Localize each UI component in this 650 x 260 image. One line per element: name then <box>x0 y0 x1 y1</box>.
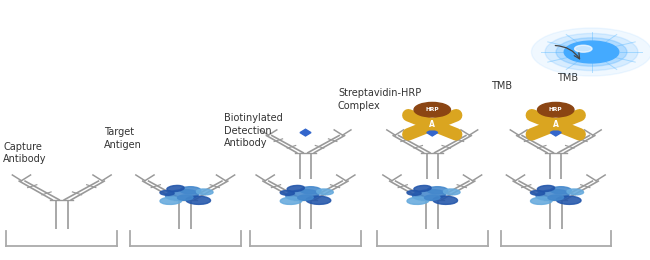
Ellipse shape <box>166 190 198 200</box>
Ellipse shape <box>548 195 564 200</box>
Ellipse shape <box>196 189 213 195</box>
Ellipse shape <box>298 195 313 200</box>
Circle shape <box>538 102 574 117</box>
Text: A: A <box>429 120 436 129</box>
Text: Capture
Antibody: Capture Antibody <box>3 142 47 164</box>
Ellipse shape <box>407 191 421 195</box>
Ellipse shape <box>280 191 294 195</box>
Ellipse shape <box>530 191 545 195</box>
Text: A: A <box>552 120 559 129</box>
FancyBboxPatch shape <box>420 120 445 130</box>
Polygon shape <box>300 129 311 136</box>
Ellipse shape <box>413 190 445 200</box>
Ellipse shape <box>186 196 211 204</box>
Ellipse shape <box>551 187 571 194</box>
Polygon shape <box>427 129 437 136</box>
Ellipse shape <box>177 195 193 200</box>
Ellipse shape <box>180 187 201 194</box>
Ellipse shape <box>300 187 321 194</box>
Circle shape <box>545 34 638 70</box>
Ellipse shape <box>160 197 182 204</box>
Text: TMB: TMB <box>557 73 578 83</box>
Ellipse shape <box>530 197 552 204</box>
Ellipse shape <box>317 189 333 195</box>
Ellipse shape <box>424 195 440 200</box>
Ellipse shape <box>160 191 174 195</box>
Ellipse shape <box>427 187 448 194</box>
Circle shape <box>532 28 650 76</box>
Circle shape <box>575 45 592 52</box>
Ellipse shape <box>286 190 318 200</box>
FancyBboxPatch shape <box>543 120 568 130</box>
Ellipse shape <box>433 196 458 204</box>
Ellipse shape <box>538 185 554 192</box>
Text: HRP: HRP <box>549 107 562 112</box>
Circle shape <box>564 41 619 63</box>
Ellipse shape <box>287 185 304 192</box>
Text: Biotinylated
Detection
Antibody: Biotinylated Detection Antibody <box>224 113 283 148</box>
Ellipse shape <box>167 185 184 192</box>
Text: HRP: HRP <box>426 107 439 112</box>
Ellipse shape <box>443 189 460 195</box>
Ellipse shape <box>567 189 584 195</box>
Polygon shape <box>551 129 561 136</box>
Ellipse shape <box>407 197 429 204</box>
Ellipse shape <box>414 185 431 192</box>
Text: TMB: TMB <box>491 81 512 90</box>
Ellipse shape <box>306 196 331 204</box>
Circle shape <box>556 38 627 66</box>
Ellipse shape <box>280 197 302 204</box>
Circle shape <box>414 102 450 117</box>
Ellipse shape <box>556 196 581 204</box>
Ellipse shape <box>536 190 569 200</box>
Text: Target
Antigen: Target Antigen <box>104 127 142 150</box>
Text: Streptavidin-HRP
Complex: Streptavidin-HRP Complex <box>338 88 421 111</box>
